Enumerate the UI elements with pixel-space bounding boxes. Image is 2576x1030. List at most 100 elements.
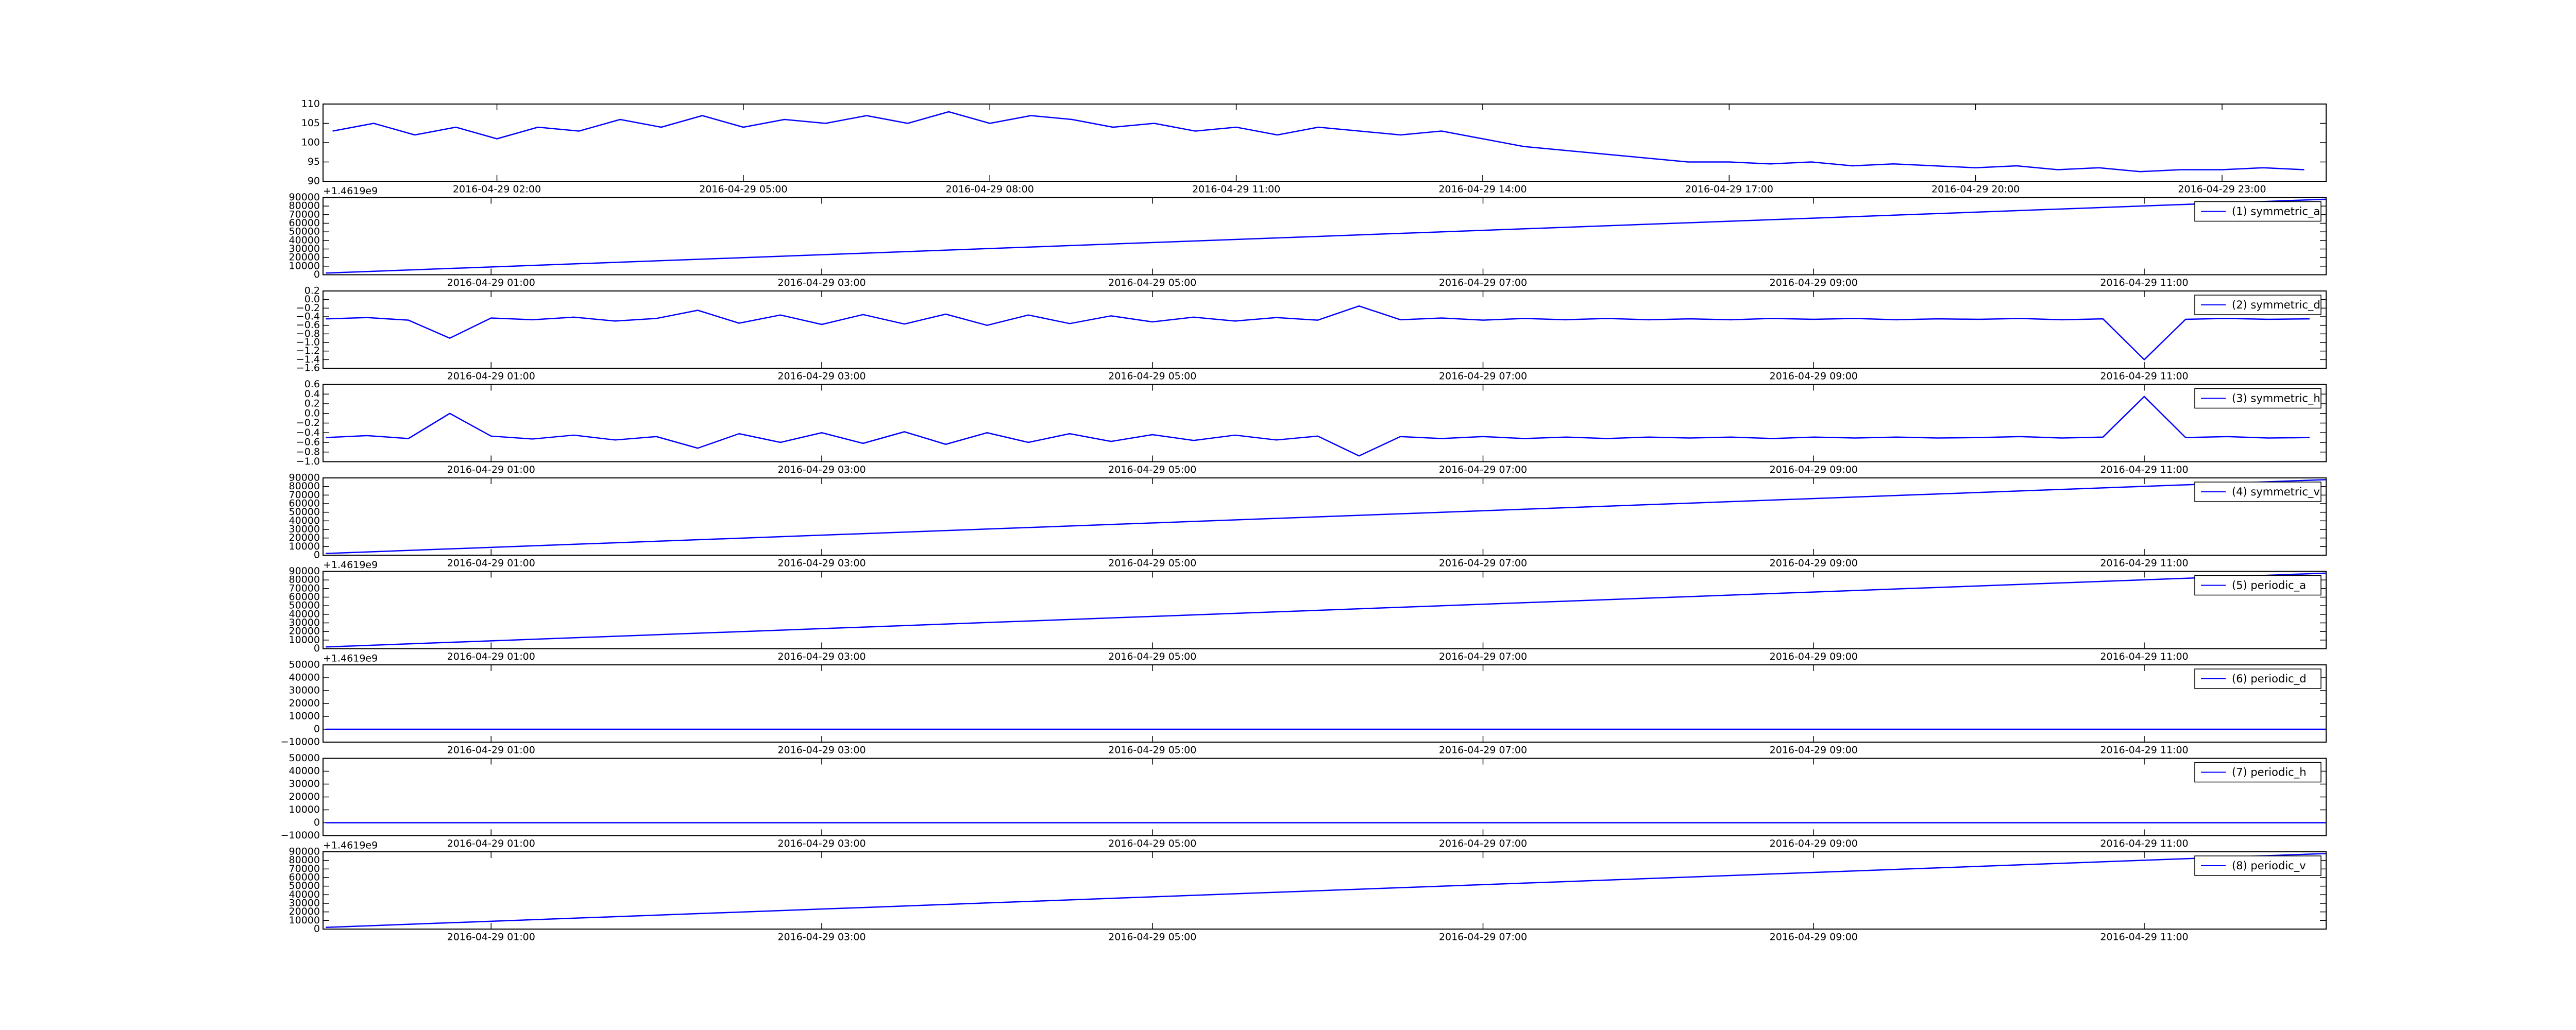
y-tick-label: 40000 <box>289 234 320 246</box>
y-tick-label: −0.8 <box>296 328 320 339</box>
y-tick-label: 40000 <box>289 515 320 526</box>
y-tick-label: 0 <box>314 817 320 828</box>
x-tick-label: 2016-04-29 09:00 <box>1770 838 1858 849</box>
x-tick-label: 2016-04-29 23:00 <box>2178 184 2266 195</box>
y-tick-label: 20000 <box>289 906 320 917</box>
x-tick-label: 2016-04-29 17:00 <box>1685 184 1773 195</box>
x-tick-label: 2016-04-29 07:00 <box>1439 745 1527 756</box>
y-tick-label: 0 <box>314 724 320 735</box>
legend-label: (4) symmetric_v <box>2232 486 2320 499</box>
y-tick-label: 30000 <box>289 778 320 789</box>
y-tick-label: −1.0 <box>296 456 320 467</box>
legend-label: (6) periodic_d <box>2232 673 2307 685</box>
x-tick-label: 2016-04-29 01:00 <box>447 651 535 662</box>
axes-frame <box>323 104 2327 182</box>
x-tick-label: 2016-04-29 11:00 <box>2100 558 2188 569</box>
x-tick-label: 2016-04-29 03:00 <box>777 464 866 475</box>
y-tick-label: 30000 <box>289 524 320 535</box>
x-tick-label: 2016-04-29 09:00 <box>1770 651 1858 662</box>
x-tick-label: 2016-04-29 01:00 <box>447 464 535 475</box>
x-tick-label: 2016-04-29 09:00 <box>1770 558 1858 569</box>
y-tick-label: 30000 <box>289 685 320 696</box>
y-tick-label: 90000 <box>289 472 320 484</box>
x-tick-label: 2016-04-29 01:00 <box>447 745 535 756</box>
y-tick-label: 0.0 <box>304 407 320 419</box>
x-tick-label: 2016-04-29 07:00 <box>1439 558 1527 569</box>
series-line <box>326 305 2310 360</box>
y-tick-label: 40000 <box>289 672 320 683</box>
x-tick-label: 2016-04-29 07:00 <box>1439 464 1527 475</box>
series-line <box>326 853 2327 928</box>
legend-label: (5) periodic_a <box>2232 579 2306 592</box>
x-tick-label: 2016-04-29 07:00 <box>1439 838 1527 849</box>
x-tick-label: 2016-04-29 11:00 <box>2100 277 2188 288</box>
y-tick-label: 90000 <box>289 565 320 577</box>
x-tick-label: 2016-04-29 07:00 <box>1439 932 1527 943</box>
y-tick-label: 0 <box>314 923 320 935</box>
y-tick-label: 105 <box>301 117 320 129</box>
y-tick-label: 90000 <box>289 192 320 203</box>
x-tick-label: 2016-04-29 01:00 <box>447 932 535 943</box>
x-tick-label: 2016-04-29 20:00 <box>1931 184 2020 195</box>
y-tick-label: 40000 <box>289 765 320 777</box>
x-tick-label: 2016-04-29 03:00 <box>777 558 866 569</box>
y-tick-label: 70000 <box>289 489 320 501</box>
x-tick-label: 2016-04-29 05:00 <box>1108 464 1196 475</box>
offset-text: +1.4619e9 <box>323 840 378 851</box>
x-tick-label: 2016-04-29 09:00 <box>1770 932 1858 943</box>
x-tick-label: 2016-04-29 11:00 <box>2100 745 2188 756</box>
x-tick-label: 2016-04-29 05:00 <box>1108 932 1196 943</box>
offset-text: +1.4619e9 <box>323 185 378 197</box>
x-tick-label: 2016-04-29 14:00 <box>1438 184 1527 195</box>
y-tick-label: 60000 <box>289 591 320 603</box>
y-tick-label: 40000 <box>289 889 320 900</box>
x-tick-label: 2016-04-29 07:00 <box>1439 371 1527 382</box>
y-tick-label: 60000 <box>289 872 320 883</box>
y-tick-label: 50000 <box>289 600 320 611</box>
y-tick-label: 20000 <box>289 698 320 709</box>
x-tick-label: 2016-04-29 05:00 <box>1108 651 1196 662</box>
x-tick-label: 2016-04-29 03:00 <box>777 745 866 756</box>
y-tick-label: 90 <box>308 176 320 187</box>
x-tick-label: 2016-04-29 09:00 <box>1770 277 1858 288</box>
y-tick-label: 10000 <box>289 915 320 926</box>
x-tick-label: 2016-04-29 05:00 <box>1108 838 1196 849</box>
axes-frame <box>323 290 2327 369</box>
y-tick-label: 50000 <box>289 226 320 237</box>
x-tick-label: 2016-04-29 09:00 <box>1770 464 1858 475</box>
y-tick-label: 80000 <box>289 574 320 586</box>
y-tick-label: −0.6 <box>296 319 320 331</box>
y-tick-label: 80000 <box>289 854 320 866</box>
y-tick-label: 50000 <box>289 752 320 764</box>
y-tick-label: 0.0 <box>304 294 320 305</box>
y-tick-label: 70000 <box>289 863 320 874</box>
y-tick-label: 0 <box>314 550 320 561</box>
y-tick-label: 10000 <box>289 634 320 645</box>
y-tick-label: 95 <box>308 156 320 167</box>
x-tick-label: 2016-04-29 11:00 <box>2100 838 2188 849</box>
x-tick-label: 2016-04-29 05:00 <box>1108 558 1196 569</box>
x-tick-label: 2016-04-29 11:00 <box>2100 371 2188 382</box>
y-tick-label: 0.6 <box>304 379 320 390</box>
y-tick-label: 20000 <box>289 626 320 637</box>
x-tick-label: 2016-04-29 03:00 <box>777 371 866 382</box>
x-tick-label: 2016-04-29 11:00 <box>2100 651 2188 662</box>
offset-text: +1.4619e9 <box>323 653 378 664</box>
y-tick-label: 70000 <box>289 582 320 594</box>
y-tick-label: 90000 <box>289 846 320 857</box>
y-tick-label: −0.6 <box>296 437 320 448</box>
x-tick-label: 2016-04-29 01:00 <box>447 277 535 288</box>
x-tick-label: 2016-04-29 03:00 <box>777 651 866 662</box>
x-tick-label: 2016-04-29 07:00 <box>1439 277 1527 288</box>
x-tick-label: 2016-04-29 11:00 <box>2100 464 2188 475</box>
legend-label: (3) symmetric_h <box>2232 392 2320 405</box>
y-tick-label: 70000 <box>289 209 320 220</box>
x-tick-label: 2016-04-29 05:00 <box>1108 277 1196 288</box>
axes-frame <box>323 384 2327 462</box>
y-tick-label: 30000 <box>289 898 320 909</box>
y-tick-label: −0.4 <box>296 311 320 322</box>
x-tick-label: 2016-04-29 11:00 <box>2100 932 2188 943</box>
series-line <box>326 198 2327 274</box>
